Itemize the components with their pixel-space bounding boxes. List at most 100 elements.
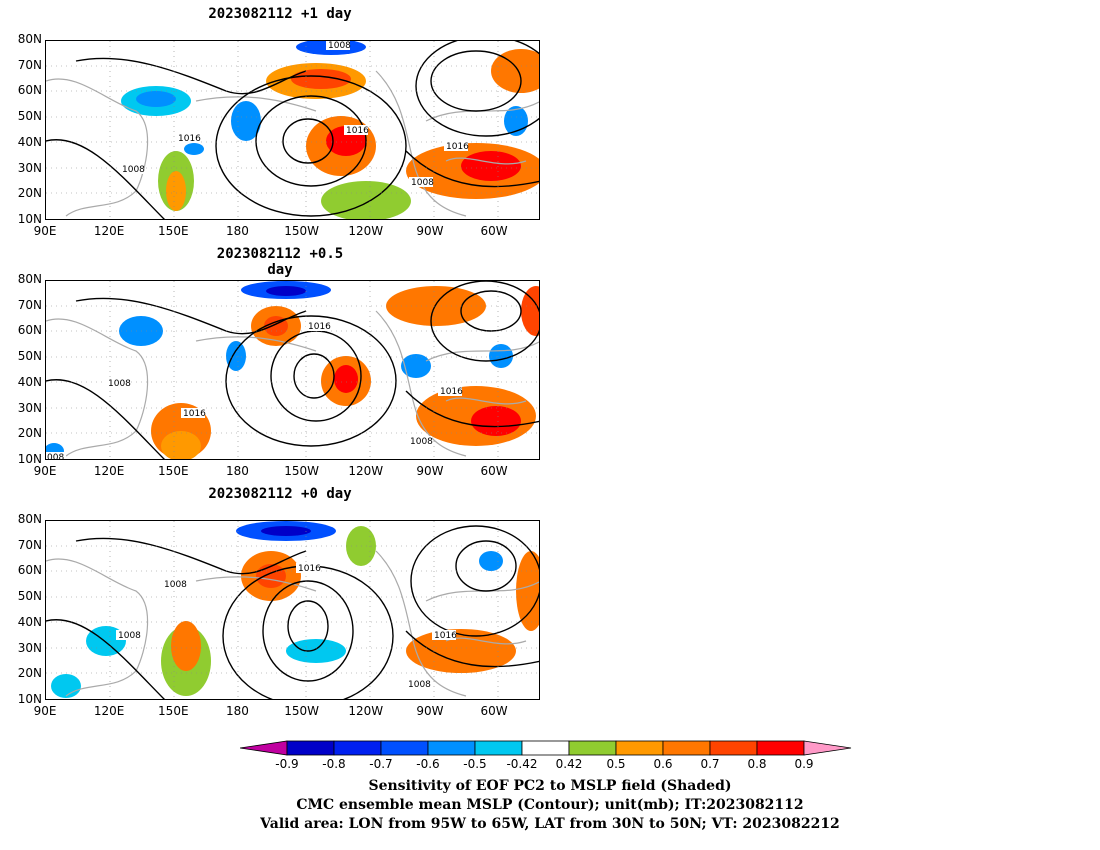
contour-label: 1008 [118,631,141,641]
contour-label: 1008 [164,580,187,590]
colorbar-segment [521,740,570,756]
lat-label: 40N [17,134,42,149]
lat-label: 60N [17,83,42,98]
colorbar [240,740,852,756]
map-panel-plus-0.5-day: 1016 1008 1016 1016 1008 008 [45,280,540,460]
coastlines [46,550,539,697]
contour-labels: 1008 1016 1008 1016 1008 [116,563,457,690]
lon-label: 90W [416,224,444,238]
colorbar-segment [286,740,335,756]
colorbar-label: 0.6 [653,757,673,771]
contour-label: 1008 [411,178,434,188]
lat-label: 20N [17,666,42,681]
colorbar-segment [427,740,476,756]
lat-label: 80N [17,272,42,286]
lon-label: 90W [416,464,444,478]
lat-label: 20N [17,426,42,441]
lon-label: 120E [93,464,125,478]
colorbar-label: 0.9 [794,757,814,771]
coastlines [46,310,539,457]
lat-label: 40N [17,374,42,389]
contour-label: 1016 [346,126,369,136]
lon-label: 60W [480,464,508,478]
lon-label: 90W [416,704,444,718]
lat-label: 70N [17,537,42,552]
lat-label: 10N [17,692,42,706]
lon-label: 90E [33,224,57,238]
colorbar-segment [333,740,382,756]
lon-label: 150E [158,704,189,718]
mslp-contours [46,41,539,219]
contour-labels: 1008 1016 1016 1008 1016 1008 [120,41,469,188]
colorbar-label: 0.8 [747,757,767,771]
caption-line-3: Valid area: LON from 95W to 65W, LAT fro… [260,816,840,832]
graticule [46,281,539,459]
shaded-sensitivity [46,281,539,459]
lat-label: 10N [17,212,42,226]
lat-label: 70N [17,57,42,72]
lon-label: 120W [348,704,384,718]
colorbar-label: -0.5 [463,757,487,771]
caption-line-1: Sensitivity of EOF PC2 to MSLP field (Sh… [368,778,732,794]
map-panel-plus-0-day: 1008 1016 1008 1016 1008 [45,520,540,700]
lon-label: 180 [226,704,249,718]
lon-label: 180 [226,224,249,238]
contour-label: 1016 [178,134,201,144]
colorbar-label: 0.7 [700,757,720,771]
lon-label: 120W [348,224,384,238]
contour-label: 1016 [440,387,463,397]
mslp-contours [46,525,539,699]
contour-labels: 1016 1008 1016 1016 1008 008 [46,321,463,460]
lat-label: 30N [17,400,42,415]
lat-label: 50N [17,349,42,364]
lon-label: 150E [158,464,189,478]
lat-label: 60N [17,563,42,578]
lat-label: 80N [17,512,42,526]
caption-line-2: CMC ensemble mean MSLP (Contour); unit(m… [296,797,804,813]
map-panel-plus-1-day: 1008 1016 1016 1008 1016 1008 [45,40,540,220]
panel-2-title: 2023082112 +0.5 day [216,246,344,278]
contour-label: 1016 [308,322,331,332]
graticule [46,521,539,699]
colorbar-segment [380,740,429,756]
colorbar-label: 0.42 [555,757,583,771]
contour-label: 1016 [434,631,457,641]
colorbar-segment [709,740,758,756]
lat-label: 70N [17,297,42,312]
lat-label: 30N [17,160,42,175]
lon-label: 60W [480,224,508,238]
panel-1-title: 2023082112 +1 day [208,6,352,22]
contour-label: 1016 [298,564,321,574]
colorbar-label: 0.5 [606,757,626,771]
contour-label: 1008 [108,379,131,389]
lon-label: 150E [158,224,189,238]
panel-3-title: 2023082112 +0 day [208,486,352,502]
lon-label: 150W [284,224,319,238]
lat-label: 50N [17,589,42,604]
graticule [46,41,539,219]
colorbar-max-triangle [803,740,852,756]
contour-label: 1016 [446,142,469,152]
contour-label: 1008 [410,437,433,447]
shaded-sensitivity [121,41,539,219]
contour-label: 008 [47,453,64,460]
contour-label: 1016 [183,409,206,419]
lon-label: 90E [33,704,57,718]
lat-label: 80N [17,32,42,46]
lon-label: 120E [93,704,125,718]
lon-label: 150W [284,704,319,718]
colorbar-segment [474,740,523,756]
colorbar-label: -0.42 [506,757,538,771]
lon-label: 120E [93,224,125,238]
colorbar-label: -0.8 [322,757,346,771]
colorbar-segment [662,740,711,756]
contour-label: 1008 [328,41,351,51]
contour-label: 1008 [408,680,431,690]
colorbar-segment [568,740,617,756]
lon-label: 180 [226,464,249,478]
lat-label: 20N [17,186,42,201]
colorbar-label: -0.9 [275,757,299,771]
lat-label: 30N [17,640,42,655]
colorbar-label: -0.7 [369,757,393,771]
colorbar-segment [615,740,664,756]
